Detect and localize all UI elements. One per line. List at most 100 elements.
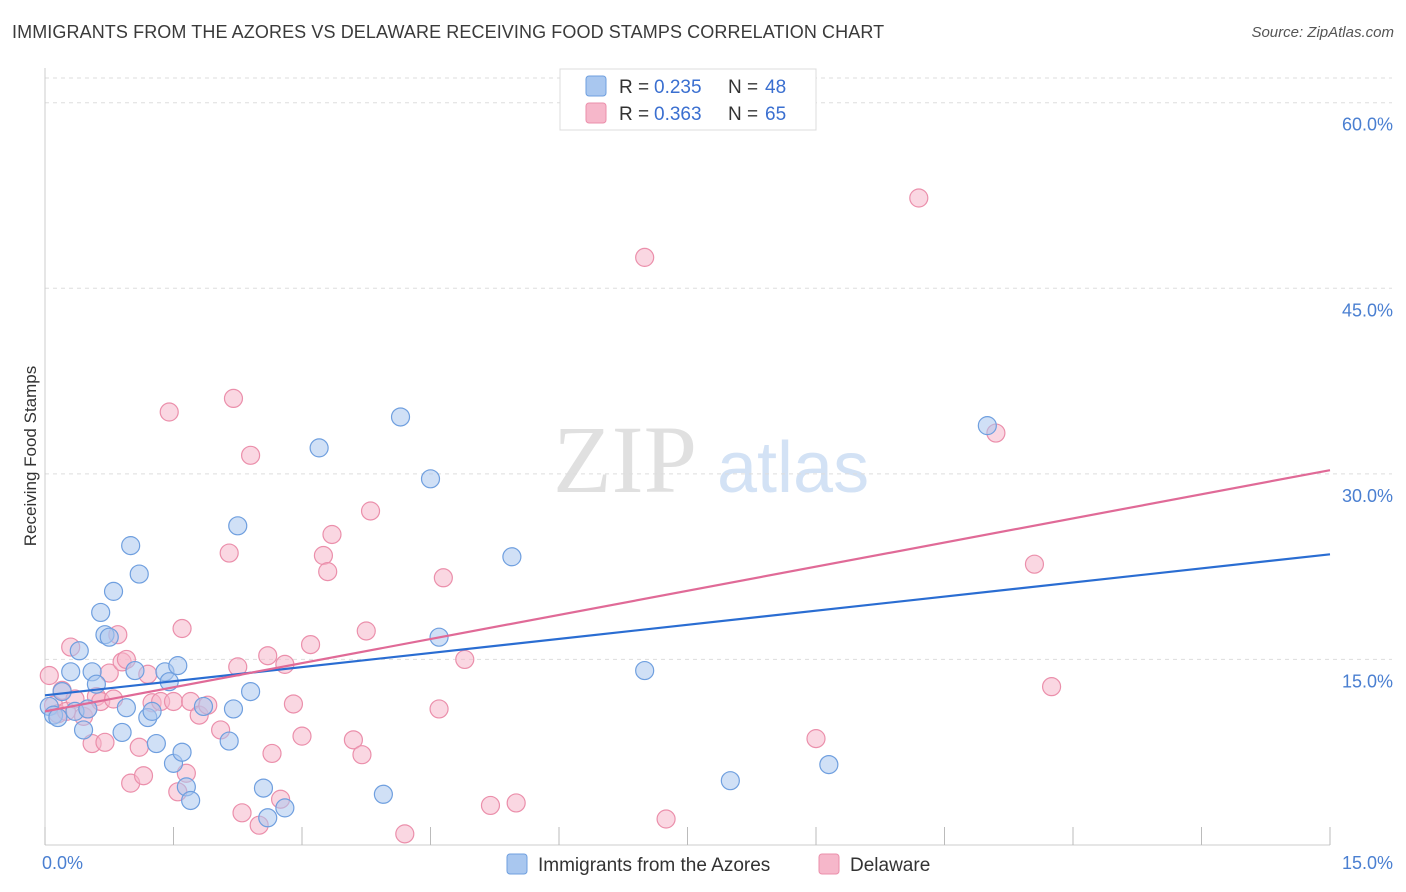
azores-point-15 xyxy=(112,722,132,743)
chart-title: IMMIGRANTS FROM THE AZORES VS DELAWARE R… xyxy=(12,22,885,42)
correlation-legend: R = 0.235 N = 48 R = 0.363 N = 65 xyxy=(559,68,817,131)
delaware-point-34 xyxy=(223,388,244,409)
azores-point-40 xyxy=(390,407,411,427)
delaware-point-65 xyxy=(1041,677,1062,697)
azores-point-46 xyxy=(819,754,839,775)
azores-points xyxy=(39,407,997,828)
legend-r-label-1: R = xyxy=(619,77,649,98)
delaware-point-61 xyxy=(806,729,826,749)
delaware-point-25 xyxy=(163,691,184,712)
azores-point-11 xyxy=(91,602,111,623)
delaware-point-19 xyxy=(129,737,149,757)
delaware-point-48 xyxy=(322,524,342,545)
azores-point-37 xyxy=(275,798,295,818)
azores-point-44 xyxy=(635,660,655,681)
azores-point-4 xyxy=(61,662,81,682)
x-tick-label-max: 15.0% xyxy=(1342,853,1393,873)
legend-n-label-2: N = xyxy=(728,104,758,125)
delaware-point-39 xyxy=(258,646,278,666)
legend-swatch-blue xyxy=(585,75,607,97)
source-label: Source: ZipAtlas.com xyxy=(1251,24,1394,41)
y-tick-label-1: 30.0% xyxy=(1342,486,1393,506)
azores-point-26 xyxy=(168,656,188,676)
azores-point-31 xyxy=(219,731,239,751)
watermark-atlas: atlas xyxy=(717,428,869,508)
azores-point-21 xyxy=(142,701,162,721)
azores-point-13 xyxy=(99,627,119,647)
delaware-point-53 xyxy=(395,824,415,844)
legend-n-value-2: 65 xyxy=(765,104,786,125)
series-legend: Immigrants from the Azores Delaware xyxy=(506,853,930,876)
watermark-zip: ZIP xyxy=(553,406,697,513)
delaware-point-62 xyxy=(909,188,929,208)
delaware-point-50 xyxy=(352,745,372,765)
delaware-point-43 xyxy=(283,694,304,714)
delaware-point-52 xyxy=(360,501,381,521)
grid-lines xyxy=(45,77,1392,660)
delaware-point-33 xyxy=(219,543,239,563)
azores-point-27 xyxy=(172,742,192,762)
delaware-point-27 xyxy=(172,618,192,639)
azores-point-22 xyxy=(146,733,166,754)
delaware-point-44 xyxy=(292,726,312,746)
azores-point-38 xyxy=(309,438,329,458)
delaware-point-45 xyxy=(300,634,321,655)
y-tick-labels: 15.0% 30.0% 45.0% 60.0% xyxy=(1342,115,1393,692)
delaware-point-51 xyxy=(356,621,376,641)
azores-point-35 xyxy=(253,778,274,798)
legend-n-value-1: 48 xyxy=(765,77,786,98)
delaware-point-54 xyxy=(429,699,449,719)
delaware-point-24 xyxy=(159,402,179,422)
azores-point-43 xyxy=(502,547,522,567)
azores-point-19 xyxy=(129,564,149,584)
y-tick-label-2: 45.0% xyxy=(1342,300,1393,320)
legend-n-label-1: N = xyxy=(728,77,758,98)
azores-point-17 xyxy=(121,536,141,556)
y-tick-label-3: 60.0% xyxy=(1342,115,1393,135)
legend-swatch-pink xyxy=(585,102,607,124)
bottom-legend-swatch-pink xyxy=(818,853,840,875)
azores-point-41 xyxy=(420,469,441,489)
azores-point-47 xyxy=(977,416,997,436)
y-tick-label-0: 15.0% xyxy=(1342,671,1393,691)
delaware-point-59 xyxy=(635,247,655,267)
delaware-point-40 xyxy=(262,743,282,764)
delaware-point-20 xyxy=(133,766,154,786)
azores-point-18 xyxy=(125,660,145,681)
delaware-point-47 xyxy=(318,562,338,582)
delaware-point-56 xyxy=(455,649,475,670)
azores-point-16 xyxy=(116,698,136,718)
legend-r-value-1: 0.235 xyxy=(654,77,702,98)
delaware-point-46 xyxy=(313,545,334,566)
azores-point-6 xyxy=(69,641,89,661)
x-tick-label-min: 0.0% xyxy=(42,853,83,873)
bottom-legend-delaware: Delaware xyxy=(850,855,930,876)
delaware-point-64 xyxy=(1024,554,1045,574)
delaware-point-57 xyxy=(480,795,501,816)
azores-point-3 xyxy=(52,681,72,702)
trend-lines xyxy=(44,469,1331,713)
azores-point-36 xyxy=(258,808,278,828)
azores-point-34 xyxy=(241,681,261,702)
delaware-point-0 xyxy=(39,665,59,686)
bottom-legend-swatch-blue xyxy=(506,853,528,875)
azores-point-7 xyxy=(73,720,94,740)
legend-r-value-2: 0.363 xyxy=(654,104,702,125)
legend-r-label-2: R = xyxy=(619,104,649,125)
azores-point-33 xyxy=(228,516,248,536)
azores-point-29 xyxy=(181,790,201,811)
delaware-points xyxy=(39,188,1062,844)
azores-point-32 xyxy=(223,699,244,719)
delaware-trend-line xyxy=(44,469,1331,713)
y-axis-label: Receiving Food Stamps xyxy=(21,366,40,546)
delaware-point-49 xyxy=(343,730,363,750)
azores-point-45 xyxy=(720,771,740,791)
delaware-point-58 xyxy=(506,793,526,813)
delaware-point-55 xyxy=(433,568,453,588)
delaware-point-60 xyxy=(656,809,676,829)
delaware-point-12 xyxy=(95,732,115,752)
azores-point-39 xyxy=(373,784,393,804)
bottom-legend-azores: Immigrants from the Azores xyxy=(538,855,770,876)
azores-point-30 xyxy=(193,696,214,717)
